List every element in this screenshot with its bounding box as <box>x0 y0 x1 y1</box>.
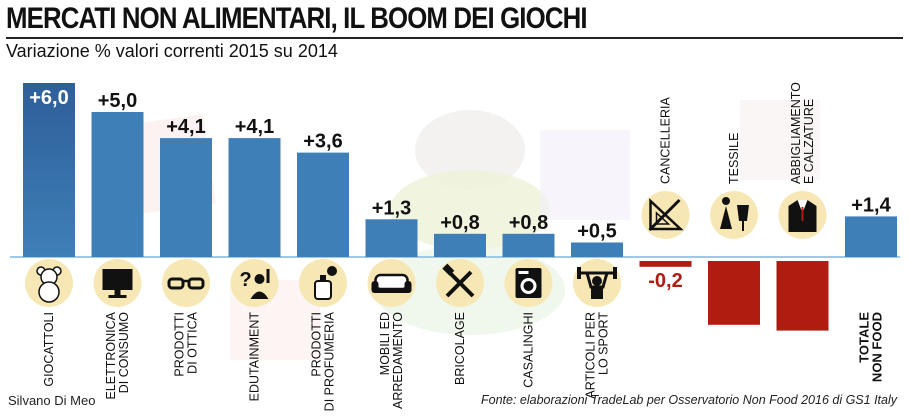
svg-text:DI PROFUMERIA: DI PROFUMERIA <box>323 311 337 411</box>
bar-group: -2,2 TESSILE <box>708 133 760 352</box>
bar-group: -2,4 ABBIGLIAMENTO E CALZATURE <box>776 82 829 352</box>
data-label: +4,1 <box>166 116 205 138</box>
category-label: TESSILE <box>727 133 741 184</box>
bar <box>639 261 692 267</box>
bar <box>91 112 144 257</box>
svg-text:CANCELLERIA: CANCELLERIA <box>659 97 673 184</box>
bar-group: +1,3 MOBILI ED ARREDAMENTO <box>365 197 418 409</box>
author-credit: Silvano Di Meo <box>8 393 96 408</box>
weightlifter-icon <box>573 259 621 307</box>
svg-text:E CALZATURE: E CALZATURE <box>802 99 816 184</box>
bar <box>434 233 486 257</box>
bar <box>845 216 897 257</box>
page-title: MERCATI NON ALIMENTARI, IL BOOM DEI GIOC… <box>6 2 588 35</box>
data-label: +1,3 <box>372 197 411 219</box>
category-label: ELETTRONICA DI CONSUMO <box>104 311 131 399</box>
data-label: -2,2 <box>717 330 751 352</box>
bar <box>297 152 349 257</box>
svg-text:?: ? <box>240 269 252 291</box>
source-note: Fonte: elaborazioni TradeLab per Osserva… <box>481 393 897 407</box>
monitor-icon <box>93 259 142 307</box>
tools-icon <box>436 259 484 307</box>
glasses-icon <box>162 259 210 307</box>
svg-text:MOBILI ED: MOBILI ED <box>378 312 392 375</box>
svg-text:NON FOOD: NON FOOD <box>870 312 885 382</box>
bar <box>228 138 281 257</box>
bar-group: +0,8 CASALINGHI <box>502 212 555 388</box>
svg-text:CASALINGHI: CASALINGHI <box>522 312 536 388</box>
category-label: ARTICOLI PER LO SPORT <box>584 312 611 399</box>
data-label: +4,1 <box>235 116 274 138</box>
bar <box>160 138 212 257</box>
category-label: CANCELLERIA <box>659 97 673 184</box>
title-divider <box>6 37 903 39</box>
data-label: +3,6 <box>303 131 342 153</box>
edutainment-icon: ? <box>230 259 279 307</box>
category-label: CASALINGHI <box>522 312 536 388</box>
svg-text:TOTALE: TOTALE <box>857 312 872 363</box>
bar-group: +4,1? EDUTAINMENT <box>228 116 281 402</box>
bar-group: +0,5 ARTICOLI PER LO SPORT <box>571 221 623 399</box>
washing-machine-icon <box>504 259 553 307</box>
perfume-icon <box>299 259 347 307</box>
bar <box>502 233 555 257</box>
bar <box>571 242 623 257</box>
bar <box>23 83 75 257</box>
suit-icon <box>778 191 827 239</box>
category-label: EDUTAINMENT <box>248 312 262 402</box>
data-label: +0,5 <box>577 221 616 243</box>
sofa-icon <box>367 259 416 307</box>
subtitle: Variazione % valori correnti 2015 su 201… <box>6 41 338 61</box>
svg-text:ARTICOLI PER: ARTICOLI PER <box>584 312 598 399</box>
data-label: +0,8 <box>509 212 548 234</box>
svg-text:DI CONSUMO: DI CONSUMO <box>117 312 131 394</box>
data-label: -0,2 <box>648 270 682 292</box>
data-label: +1,4 <box>851 194 891 216</box>
svg-text:ARREDAMENTO: ARREDAMENTO <box>391 312 405 409</box>
data-label: -2,4 <box>785 330 820 352</box>
bar <box>708 261 760 325</box>
bar-group: +6,0 GIOCATTOLI <box>23 83 75 387</box>
data-label: +6,0 <box>29 87 68 109</box>
svg-text:ABBIGLIAMENTO: ABBIGLIAMENTO <box>789 82 803 184</box>
ruler-set-icon <box>641 191 690 239</box>
category-label: PRODOTTI DI PROFUMERIA <box>310 311 337 411</box>
svg-text:GIOCATTOLI: GIOCATTOLI <box>42 312 56 387</box>
bar-group: +0,8 BRICOLAGE <box>434 212 486 385</box>
bar-group: -0,2 CANCELLERIA <box>639 97 692 292</box>
bar-group: +4,1 PRODOTTI DI OTTICA <box>160 116 212 377</box>
teddy-bear-icon <box>25 259 73 307</box>
category-label: BRICOLAGE <box>453 312 467 385</box>
svg-text:PRODOTTI: PRODOTTI <box>310 312 324 377</box>
bar <box>365 219 418 257</box>
bar <box>776 261 829 331</box>
category-label: MOBILI ED ARREDAMENTO <box>378 312 405 409</box>
tailor-icon <box>710 191 758 239</box>
bar-group: +3,6 PRODOTTI DI PROFUMERIA <box>297 131 349 411</box>
svg-text:TESSILE: TESSILE <box>727 133 741 184</box>
category-label: ABBIGLIAMENTO E CALZATURE <box>789 82 816 184</box>
svg-text:DI OTTICA: DI OTTICA <box>186 311 200 373</box>
svg-text:BRICOLAGE: BRICOLAGE <box>453 312 467 385</box>
category-label: GIOCATTOLI <box>42 312 56 387</box>
svg-text:EDUTAINMENT: EDUTAINMENT <box>248 312 262 402</box>
svg-text:ELETTRONICA: ELETTRONICA <box>104 311 118 399</box>
svg-text:LO SPORT: LO SPORT <box>597 312 611 375</box>
bar-group: +5,0 ELETTRONICA DI CONSUMO <box>91 90 144 400</box>
data-label: +5,0 <box>98 90 137 112</box>
data-label: +0,8 <box>440 212 479 234</box>
category-label: PRODOTTI DI OTTICA <box>173 311 200 376</box>
svg-text:PRODOTTI: PRODOTTI <box>173 312 187 377</box>
